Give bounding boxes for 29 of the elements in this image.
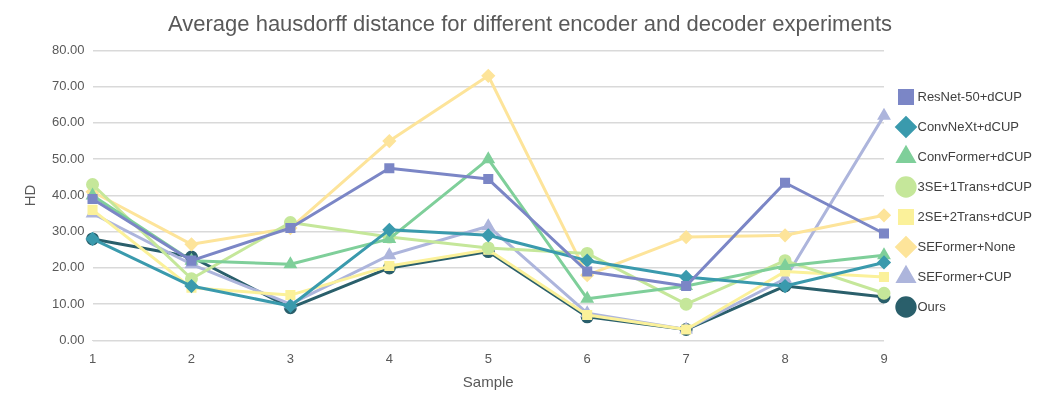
chart-title: Average hausdorff distance for different encoder and decoder experiments <box>167 11 893 37</box>
y-tick-label: 10.00 <box>51 295 85 311</box>
y-tick-label: 30.00 <box>51 223 85 239</box>
y-tick-label: 20.00 <box>51 259 85 275</box>
legend-label: ConvNeXt+dCUP <box>917 118 1020 134</box>
x-tick-label: 7 <box>682 350 690 366</box>
x-tick-label: 1 <box>88 350 97 366</box>
y-tick-label: 80.00 <box>51 41 85 57</box>
x-axis-title: Sample <box>462 373 514 391</box>
x-tick-label: 5 <box>484 350 492 366</box>
legend-label: 3SE+1Trans+dCUP <box>917 178 1032 194</box>
legend-label: SEFormer+CUP <box>917 268 1012 284</box>
x-tick-label: 4 <box>385 350 393 366</box>
x-tick-label: 6 <box>583 350 591 366</box>
y-tick-label: 60.00 <box>51 114 85 130</box>
legend-label: Ours <box>917 298 947 314</box>
y-tick-label: 0.00 <box>59 331 85 347</box>
y-axis-title: HD <box>21 184 39 207</box>
y-tick-label: 50.00 <box>51 150 85 166</box>
x-tick-label: 8 <box>781 350 789 366</box>
legend-label: ConvFormer+dCUP <box>917 148 1033 164</box>
legend-label: SEFormer+None <box>917 238 1016 254</box>
legend-label: 2SE+2Trans+dCUP <box>917 208 1032 224</box>
y-tick-label: 70.00 <box>51 78 85 94</box>
legend-label: ResNet-50+dCUP <box>917 88 1022 104</box>
x-tick-label: 2 <box>187 350 196 366</box>
x-tick-label: 3 <box>286 350 295 366</box>
y-tick-label: 40.00 <box>51 186 85 202</box>
x-tick-label: 9 <box>880 350 888 366</box>
